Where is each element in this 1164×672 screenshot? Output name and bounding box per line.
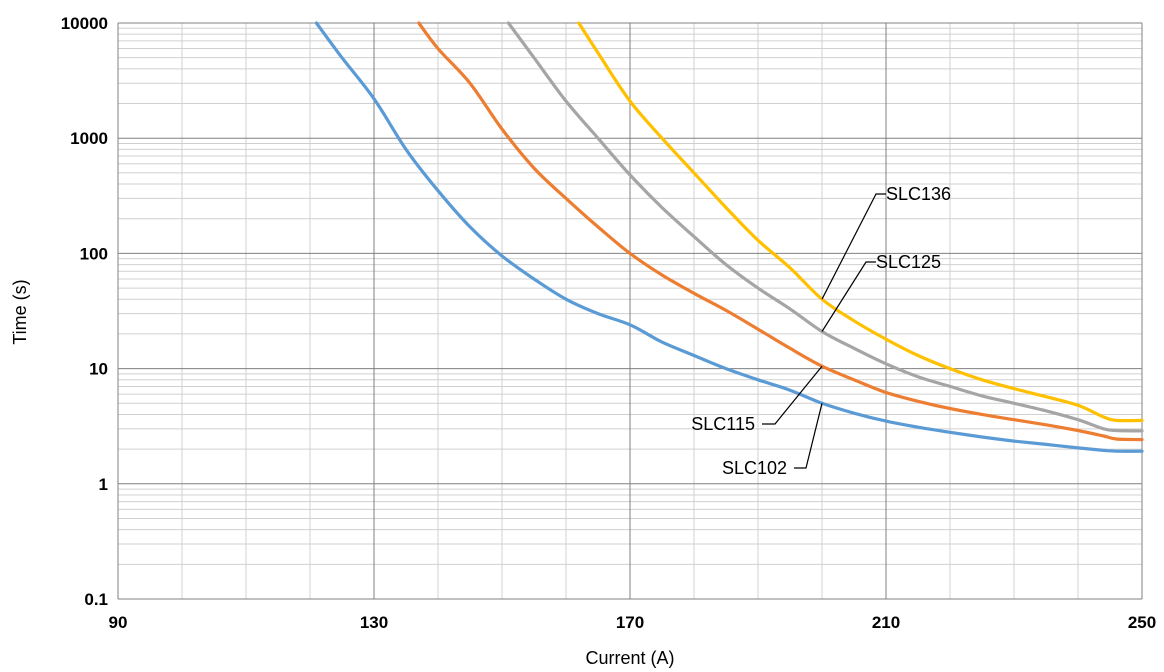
x-tick-label: 170 [616, 613, 644, 632]
leader-line-slc115 [762, 365, 823, 425]
x-tick-label: 90 [109, 613, 128, 632]
x-axis-label: Current (A) [585, 648, 674, 668]
annotation-slc136: SLC136 [886, 184, 951, 204]
y-tick-label: 100 [80, 244, 108, 263]
x-tick-label: 210 [872, 613, 900, 632]
y-tick-label: 10000 [61, 14, 108, 33]
y-tick-label: 1 [99, 475, 108, 494]
series-layer [314, 21, 1144, 453]
annotation-slc102: SLC102 [722, 458, 787, 478]
y-tick-label: 1000 [70, 129, 108, 148]
series-line-slc136 [577, 21, 1144, 423]
leader-line-slc136 [821, 193, 886, 300]
y-tick-label: 10 [89, 360, 108, 379]
major-gridlines [117, 22, 1143, 600]
series-line-slc115 [417, 21, 1144, 442]
annotation-slc115: SLC115 [691, 414, 755, 434]
y-axis-label: Time (s) [10, 279, 30, 344]
x-tick-label: 250 [1128, 613, 1156, 632]
leader-line-slc102 [794, 403, 823, 469]
x-tick-label: 130 [360, 613, 388, 632]
y-tick-label: 0.1 [84, 590, 108, 609]
series-line-slc102 [314, 21, 1144, 453]
series-line-slc125 [506, 21, 1144, 433]
annotation-layer: SLC136 SLC125 SLC115 SLC102 [691, 184, 951, 478]
annotation-slc125: SLC125 [876, 252, 941, 272]
leader-line-slc125 [821, 261, 876, 332]
tick-labels: 0.1 1 10 100 1000 10000 90 130 170 210 250 [61, 14, 1156, 632]
